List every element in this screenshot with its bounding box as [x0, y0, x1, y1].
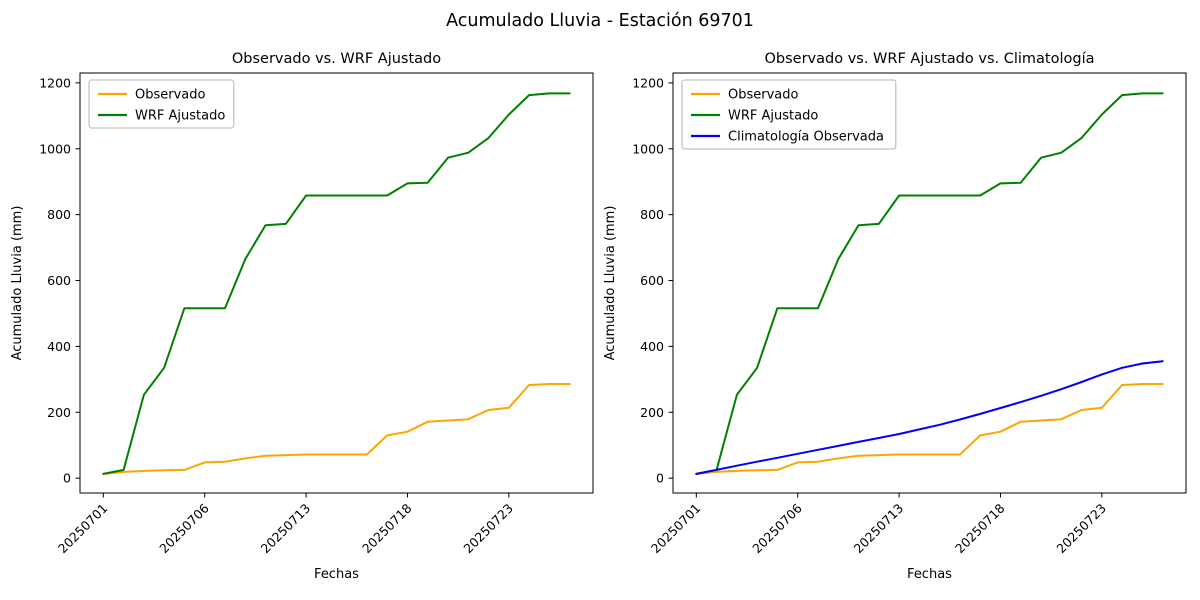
y-tick-label: 1200 [39, 75, 71, 90]
y-axis-label: Acumulado Lluvia (mm) [603, 206, 618, 361]
subplot-title: Observado vs. WRF Ajustado [232, 51, 441, 67]
y-tick-label: 600 [47, 273, 71, 288]
series-line-observado [695, 383, 1164, 475]
plot-frame [672, 72, 1187, 494]
y-tick-label: 1200 [632, 75, 664, 90]
series-line-climatolog-a-observada [695, 360, 1164, 475]
series-line-wrf-ajustado [102, 92, 571, 475]
x-tick-label: 20250701 [55, 501, 111, 557]
plot-frame [79, 72, 594, 494]
x-tick-label: 20250723 [1053, 501, 1109, 557]
y-tick-label: 800 [640, 207, 664, 222]
y-tick-label: 600 [640, 273, 664, 288]
y-tick-label: 1000 [632, 141, 664, 156]
legend-box [681, 79, 897, 150]
x-tick-label: 20250718 [952, 500, 1008, 556]
legend-label: Observado [728, 88, 799, 103]
x-tick-label: 20250713 [258, 501, 314, 557]
y-tick-label: 800 [47, 207, 71, 222]
y-tick-label: 400 [47, 339, 71, 354]
figure-title: Acumulado Lluvia - Estación 69701 [446, 11, 754, 31]
x-tick-label: 20250723 [460, 501, 516, 557]
legend-label: Observado [135, 88, 206, 103]
x-axis-label: Fechas [314, 567, 359, 582]
legend-label: WRF Ajustado [135, 109, 225, 124]
x-tick-label: 20250706 [749, 500, 805, 556]
y-tick-label: 0 [656, 471, 664, 486]
series-line-observado [102, 383, 571, 475]
subplot-title: Observado vs. WRF Ajustado vs. Climatolo… [765, 51, 1095, 67]
legend-label: WRF Ajustado [728, 109, 818, 124]
y-tick-label: 0 [63, 471, 71, 486]
x-tick-label: 20250718 [359, 500, 415, 556]
y-tick-label: 400 [640, 339, 664, 354]
x-tick-label: 20250701 [648, 501, 704, 557]
y-axis-label: Acumulado Lluvia (mm) [10, 206, 25, 361]
series-line-wrf-ajustado [695, 92, 1164, 475]
y-tick-label: 1000 [39, 141, 71, 156]
y-tick-label: 200 [47, 405, 71, 420]
y-tick-label: 200 [640, 405, 664, 420]
legend-label: Climatología Observada [728, 130, 884, 145]
x-tick-label: 20250713 [851, 501, 907, 557]
x-axis-label: Fechas [907, 567, 952, 582]
x-tick-label: 20250706 [156, 500, 212, 556]
